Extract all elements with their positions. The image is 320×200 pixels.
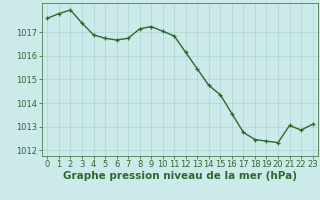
X-axis label: Graphe pression niveau de la mer (hPa): Graphe pression niveau de la mer (hPa)	[63, 171, 297, 181]
